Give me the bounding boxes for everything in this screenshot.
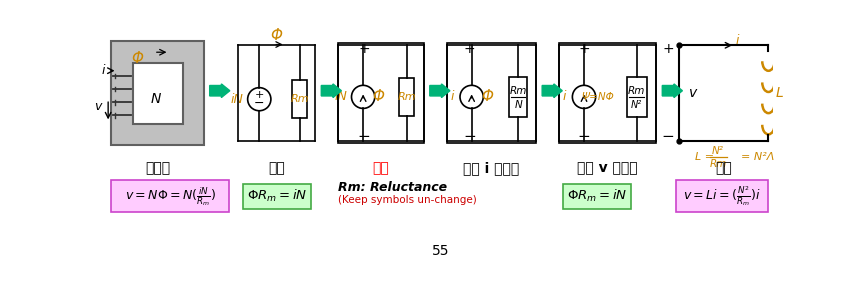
- Text: +: +: [254, 90, 264, 100]
- Text: 电压 v 归一化: 电压 v 归一化: [577, 161, 637, 175]
- Text: Rm: Rm: [397, 92, 416, 102]
- Text: +: +: [464, 42, 475, 56]
- Circle shape: [572, 85, 595, 108]
- Text: $v = Li = (\frac{N^2}{R_m})i$: $v = Li = (\frac{N^2}{R_m})i$: [683, 184, 761, 208]
- Text: Φ: Φ: [131, 51, 143, 66]
- Bar: [112, 41, 204, 146]
- Bar: [399, 78, 414, 116]
- Text: = N²Λ: = N²Λ: [741, 152, 775, 162]
- Bar: [509, 77, 527, 117]
- Text: v: v: [94, 100, 102, 113]
- Bar: [133, 63, 183, 124]
- Text: Rm: Rm: [290, 94, 309, 104]
- Bar: [564, 184, 631, 208]
- Text: Rm: Reluctance: Rm: Reluctance: [338, 181, 448, 194]
- Text: −: −: [357, 129, 370, 144]
- Text: Rm: Rm: [710, 159, 727, 169]
- Text: −: −: [577, 129, 590, 144]
- Text: 电流 i 归一化: 电流 i 归一化: [463, 161, 519, 175]
- Text: i: i: [563, 90, 566, 103]
- Text: +: +: [662, 42, 674, 56]
- Text: L =: L =: [695, 152, 714, 162]
- Text: −: −: [254, 97, 265, 110]
- Text: Rm: Rm: [509, 86, 527, 96]
- Text: $\Phi R_m = iN$: $\Phi R_m = iN$: [247, 188, 308, 204]
- Text: Φ: Φ: [271, 28, 283, 43]
- Text: 磁路: 磁路: [268, 161, 284, 175]
- Polygon shape: [430, 84, 450, 98]
- Bar: [112, 180, 229, 212]
- Polygon shape: [662, 84, 682, 98]
- Circle shape: [351, 85, 375, 108]
- Text: +: +: [578, 42, 590, 56]
- Bar: [243, 184, 311, 208]
- Text: iN: iN: [230, 93, 243, 106]
- Polygon shape: [321, 84, 341, 98]
- Bar: [447, 43, 536, 143]
- Text: (Keep symbols un-change): (Keep symbols un-change): [338, 195, 477, 205]
- Text: 电路: 电路: [716, 161, 732, 175]
- Bar: [626, 77, 647, 117]
- Text: Ψ=NΦ: Ψ=NΦ: [582, 92, 614, 102]
- Text: 磁元件: 磁元件: [145, 161, 170, 175]
- Text: 55: 55: [432, 244, 449, 258]
- Bar: [676, 180, 769, 212]
- Bar: [559, 43, 656, 143]
- Text: L: L: [776, 86, 783, 100]
- Text: N²: N²: [631, 100, 643, 110]
- Text: Rm: Rm: [628, 86, 645, 96]
- Text: N: N: [515, 100, 522, 110]
- Text: N²: N²: [712, 146, 724, 156]
- Text: N: N: [151, 92, 161, 106]
- Text: $v = N\Phi = N(\frac{iN}{R_m})$: $v = N\Phi = N(\frac{iN}{R_m})$: [125, 185, 216, 208]
- Bar: [338, 43, 423, 143]
- Circle shape: [247, 88, 271, 111]
- Text: i: i: [101, 64, 105, 77]
- Polygon shape: [210, 84, 230, 98]
- Polygon shape: [542, 84, 563, 98]
- Text: −: −: [661, 129, 674, 144]
- Text: i: i: [450, 90, 454, 103]
- Text: i: i: [735, 34, 740, 47]
- Bar: [292, 80, 308, 118]
- Text: iN: iN: [335, 90, 348, 103]
- Text: $\Phi R_m = iN$: $\Phi R_m = iN$: [567, 188, 627, 204]
- Text: −: −: [463, 129, 476, 144]
- Text: +: +: [358, 42, 369, 56]
- Text: Φ: Φ: [481, 89, 493, 104]
- Text: v: v: [689, 86, 698, 100]
- Text: Φ: Φ: [373, 89, 385, 104]
- Text: 对偶: 对偶: [373, 161, 389, 175]
- Circle shape: [460, 85, 484, 108]
